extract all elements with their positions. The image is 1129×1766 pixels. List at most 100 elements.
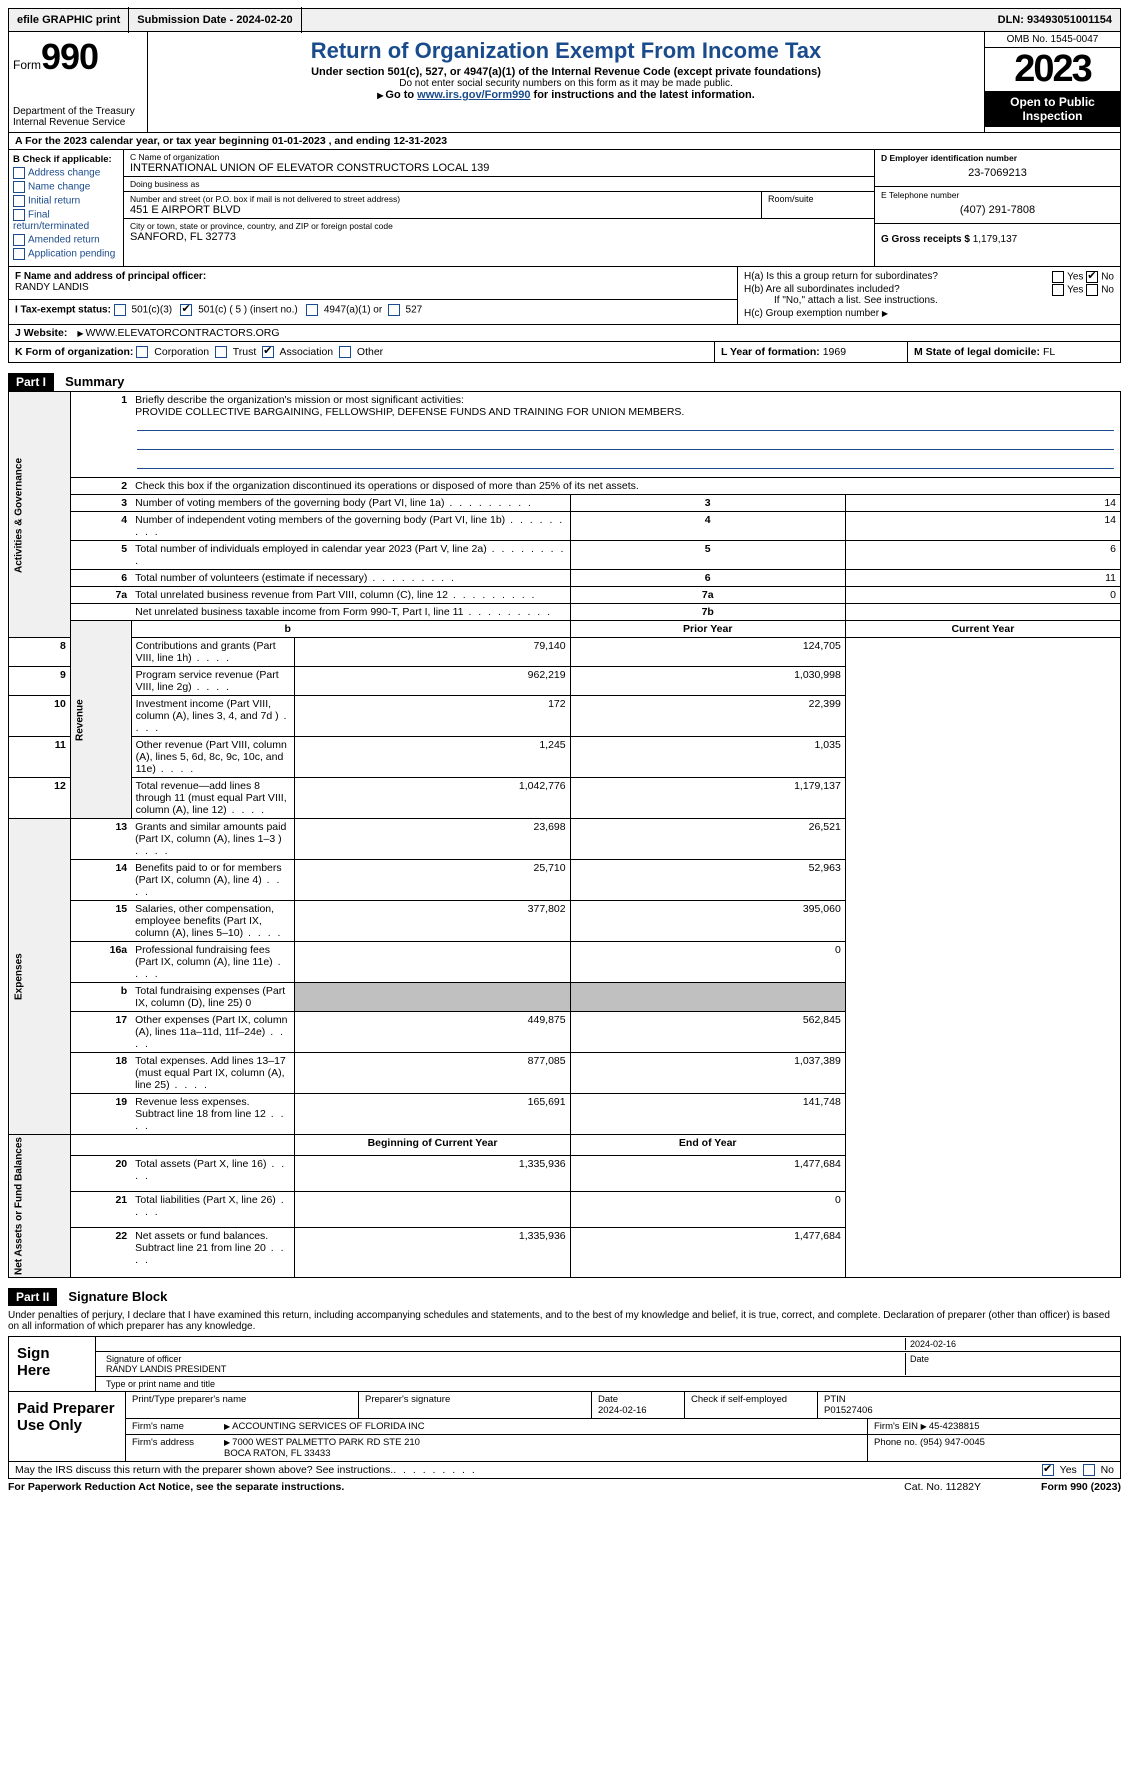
form-number: Form990 xyxy=(13,36,143,78)
net-begin-22: 1,335,936 xyxy=(295,1227,570,1278)
checkbox-discuss-yes[interactable] xyxy=(1042,1464,1054,1476)
checkbox-app-pending[interactable] xyxy=(13,248,25,260)
side-net-assets: Net Assets or Fund Balances xyxy=(9,1135,71,1278)
form-title: Return of Organization Exempt From Incom… xyxy=(156,38,976,64)
exp-prior-14: 25,710 xyxy=(295,860,570,901)
section-deg: D Employer identification number 23-7069… xyxy=(875,150,1120,266)
exp-prior-13: 23,698 xyxy=(295,819,570,860)
prep-date: 2024-02-16 xyxy=(598,1405,647,1416)
part-2-tag: Part II xyxy=(8,1288,57,1306)
side-governance: Activities & Governance xyxy=(9,392,71,638)
checkbox-assoc[interactable] xyxy=(262,346,274,358)
summary-table: Activities & Governance 1 Briefly descri… xyxy=(8,391,1121,1278)
irs-label: Internal Revenue Service xyxy=(13,117,143,128)
firm-phone: (954) 947-0045 xyxy=(920,1437,985,1448)
website: WWW.ELEVATORCONTRACTORS.ORG xyxy=(85,327,279,339)
efile-print-btn[interactable]: efile GRAPHIC print xyxy=(9,7,129,33)
rev-prior-8: 79,140 xyxy=(295,638,570,667)
exp-prior-19: 165,691 xyxy=(295,1094,570,1135)
year-formation: 1969 xyxy=(823,346,846,358)
checkbox-501c[interactable] xyxy=(180,304,192,316)
subtitle-2: Do not enter social security numbers on … xyxy=(156,78,976,89)
dept-treasury: Department of the Treasury xyxy=(13,106,143,117)
part-1-title: Summary xyxy=(65,374,124,389)
checkbox-name-change[interactable] xyxy=(13,181,25,193)
checkbox-4947[interactable] xyxy=(306,304,318,316)
tax-year: 2023 xyxy=(985,48,1120,91)
rev-curr-11: 1,035 xyxy=(570,737,845,778)
checkbox-amended[interactable] xyxy=(13,234,25,246)
irs-link[interactable]: www.irs.gov/Form990 xyxy=(417,89,530,101)
rev-prior-11: 1,245 xyxy=(295,737,570,778)
section-c: C Name of organization INTERNATIONAL UNI… xyxy=(124,150,875,266)
rev-curr-8: 124,705 xyxy=(570,638,845,667)
irs-discuss-row: May the IRS discuss this return with the… xyxy=(8,1462,1121,1479)
exp-curr-14: 52,963 xyxy=(570,860,845,901)
rev-prior-9: 962,219 xyxy=(295,667,570,696)
rev-curr-9: 1,030,998 xyxy=(570,667,845,696)
open-inspection: Open to Public Inspection xyxy=(985,91,1120,127)
submission-date: Submission Date - 2024-02-20 xyxy=(129,7,301,33)
checkbox-hb-yes[interactable] xyxy=(1052,284,1064,296)
perjury-declaration: Under penalties of perjury, I declare th… xyxy=(8,1306,1121,1336)
net-end-20: 1,477,684 xyxy=(570,1156,845,1192)
exp-curr-18: 1,037,389 xyxy=(570,1053,845,1094)
officer-name: RANDY LANDIS PRESIDENT xyxy=(106,1364,226,1374)
header-grid: B Check if applicable: Address change Na… xyxy=(8,150,1121,267)
gov-val-7b xyxy=(845,604,1120,621)
ein: 23-7069213 xyxy=(881,163,1114,183)
exp-curr-17: 562,845 xyxy=(570,1012,845,1053)
row-j-website: J Website: WWW.ELEVATORCONTRACTORS.ORG xyxy=(8,325,1121,342)
footer: For Paperwork Reduction Act Notice, see … xyxy=(8,1479,1121,1493)
state-domicile: FL xyxy=(1043,346,1055,358)
checkbox-final-return[interactable] xyxy=(13,209,25,221)
side-revenue: Revenue xyxy=(70,621,131,819)
row-f-h: F Name and address of principal officer:… xyxy=(8,267,1121,325)
exp-curr-19: 141,748 xyxy=(570,1094,845,1135)
paid-preparer-block: Paid Preparer Use Only Print/Type prepar… xyxy=(8,1392,1121,1462)
checkbox-hb-no[interactable] xyxy=(1086,284,1098,296)
rev-curr-12: 1,179,137 xyxy=(570,778,845,819)
rev-curr-10: 22,399 xyxy=(570,696,845,737)
checkbox-trust[interactable] xyxy=(215,346,227,358)
exp-prior-15: 377,802 xyxy=(295,901,570,942)
rev-prior-10: 172 xyxy=(295,696,570,737)
org-name: INTERNATIONAL UNION OF ELEVATOR CONSTRUC… xyxy=(130,162,868,174)
dln: DLN: 93493051001154 xyxy=(990,7,1120,33)
exp-curr-15: 395,060 xyxy=(570,901,845,942)
section-b: B Check if applicable: Address change Na… xyxy=(9,150,124,266)
checkbox-address-change[interactable] xyxy=(13,167,25,179)
net-end-22: 1,477,684 xyxy=(570,1227,845,1278)
checkbox-ha-yes[interactable] xyxy=(1052,271,1064,283)
subtitle-1: Under section 501(c), 527, or 4947(a)(1)… xyxy=(156,66,976,78)
principal-officer: RANDY LANDIS xyxy=(15,282,731,293)
ptin: P01527406 xyxy=(824,1405,873,1416)
firm-address: 7000 WEST PALMETTO PARK RD STE 210 xyxy=(232,1437,420,1448)
exp-prior-16a xyxy=(295,942,570,983)
exp-prior-18: 877,085 xyxy=(295,1053,570,1094)
checkbox-corp[interactable] xyxy=(136,346,148,358)
checkbox-527[interactable] xyxy=(388,304,400,316)
checkbox-initial-return[interactable] xyxy=(13,195,25,207)
city-state-zip: SANFORD, FL 32773 xyxy=(130,231,868,243)
gross-receipts: 1,179,137 xyxy=(973,234,1018,245)
telephone: (407) 291-7808 xyxy=(881,200,1114,220)
line-a-tax-year: A For the 2023 calendar year, or tax yea… xyxy=(8,133,1121,150)
part-1-tag: Part I xyxy=(8,373,54,391)
checkbox-discuss-no[interactable] xyxy=(1083,1464,1095,1476)
checkbox-other[interactable] xyxy=(339,346,351,358)
gov-val-3: 14 xyxy=(845,495,1120,512)
exp-curr-16a: 0 xyxy=(570,942,845,983)
gov-val-7a: 0 xyxy=(845,587,1120,604)
gov-val-4: 14 xyxy=(845,512,1120,541)
sig-date: 2024-02-16 xyxy=(906,1338,1114,1350)
top-bar: efile GRAPHIC print Submission Date - 20… xyxy=(8,8,1121,32)
mission: PROVIDE COLLECTIVE BARGAINING, FELLOWSHI… xyxy=(135,406,684,418)
side-expenses: Expenses xyxy=(9,819,71,1135)
net-begin-21 xyxy=(295,1191,570,1227)
form-header: Form990 Department of the Treasury Inter… xyxy=(8,32,1121,133)
gov-val-5: 6 xyxy=(845,541,1120,570)
checkbox-501c3[interactable] xyxy=(114,304,126,316)
sign-here-block: Sign Here 2024-02-16 Signature of office… xyxy=(8,1336,1121,1392)
checkbox-ha-no[interactable] xyxy=(1086,271,1098,283)
